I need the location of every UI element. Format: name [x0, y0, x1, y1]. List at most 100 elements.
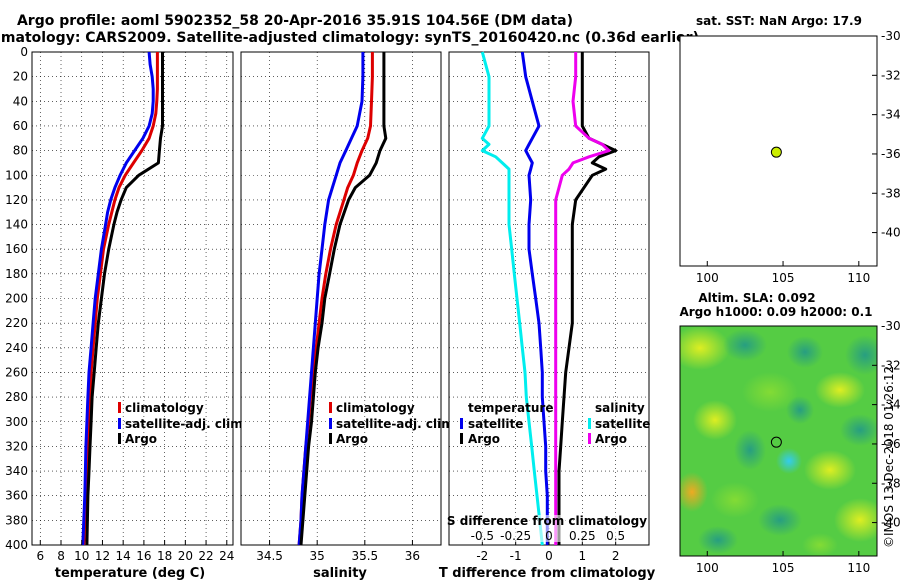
sst-map-panel: sat. SST: NaN Argo: 17.9 100 105 110 -30 -32… [679, 14, 900, 285]
diff-line-salinity-satellite [480, 51, 544, 546]
x-tick-label: 12 [95, 549, 110, 563]
lat-tick-label: -38 [881, 186, 900, 200]
legend-title-temperature: temperature [468, 401, 553, 415]
lon-tick-label: 110 [847, 271, 870, 285]
lon-tick-label: 105 [772, 561, 795, 575]
x-tick-label: 14 [116, 549, 131, 563]
legend-swatch-argo [329, 433, 332, 444]
lat-tick-label: -36 [881, 147, 900, 161]
x-tick-label: 0 [545, 549, 553, 563]
s-diff-tick-label: 0.5 [606, 529, 625, 543]
lon-tick-label: 105 [772, 271, 795, 285]
legend-swatch-sal-argo [588, 433, 591, 444]
salinity-legend: climatology satellite-adj. clim. Argo [329, 401, 458, 446]
sla-map-title-line2: Argo h1000: 0.09 h2000: 0.1 [679, 305, 872, 319]
float-position-marker [770, 436, 782, 448]
lat-tick-label: -40 [881, 516, 900, 530]
x-tick-label: 22 [198, 549, 213, 563]
temperature-panel: 6 8 10 12 14 16 18 20 22 24 0 20 40 60 80 100 120 140 160… [5, 45, 247, 580]
legend-swatch-satellite [329, 418, 332, 429]
temperature-grid [32, 52, 233, 545]
difference-s-xlabel: S difference from climatology [447, 514, 647, 528]
difference-lines [480, 51, 618, 546]
temperature-xlabel: temperature (deg C) [55, 566, 205, 580]
diff-line-temperature-satellite [520, 51, 549, 545]
lat-tick-label: -30 [881, 29, 900, 43]
x-tick-label: 2 [612, 549, 620, 563]
depth-tick-label: 300 [5, 415, 28, 429]
depth-tick-label: 200 [5, 292, 28, 306]
legend-climatology: climatology [125, 401, 204, 415]
x-tick-label: 1 [579, 549, 587, 563]
legend-title-salinity: salinity [595, 401, 645, 415]
depth-tick-label: 180 [5, 267, 28, 281]
x-tick-label: 16 [136, 549, 151, 563]
difference-s-axis-backdrop [456, 515, 636, 542]
sla-map-title-line1: Altim. SLA: 0.092 [698, 291, 815, 305]
x-tick-label: 18 [157, 549, 172, 563]
legend-swatch-argo [118, 433, 121, 444]
depth-tick-label: 140 [5, 218, 28, 232]
depth-tick-label: 360 [5, 489, 28, 503]
legend-temp-satellite: satellite [468, 417, 523, 431]
x-tick-label: 35 [310, 549, 325, 563]
sla-map-ticks: 100 105 110 -30 -32 -34 -36 -38 -40 [696, 319, 900, 575]
lat-tick-label: -40 [881, 226, 900, 240]
legend-sal-satellite: satellite [595, 417, 650, 431]
difference-t-xlabel: T difference from climatology [439, 566, 656, 580]
legend-satellite: satellite-adj. clim. [125, 417, 247, 431]
lat-tick-label: -34 [881, 108, 900, 122]
salinity-grid [241, 52, 441, 545]
imos-watermark: ©IMOS 13-Dec-2018 01:26:12 [882, 366, 896, 548]
temperature-lines [81, 51, 164, 546]
legend-temp-argo: Argo [468, 432, 500, 446]
x-tick-label: 8 [57, 549, 65, 563]
salinity-xlabel: salinity [313, 566, 367, 580]
depth-tick-label: 120 [5, 193, 28, 207]
lat-tick-label: -38 [881, 476, 900, 490]
legend-sal-argo: Argo [595, 432, 627, 446]
difference-legend: temperature salinity satellite Argo sate… [460, 401, 650, 446]
x-tick-label: 34.5 [256, 549, 283, 563]
sst-map-title: sat. SST: NaN Argo: 17.9 [696, 14, 862, 28]
lon-tick-label: 110 [847, 561, 870, 575]
difference-s-ticks: -0.5 -0.25 0 0.25 0.5 [471, 529, 626, 543]
diff-line-salinity-argo [554, 52, 611, 545]
legend-satellite: satellite-adj. clim. [336, 417, 458, 431]
depth-tick-label: 60 [13, 119, 28, 133]
depth-tick-label: 380 [5, 513, 28, 527]
legend-swatch-satellite [118, 418, 121, 429]
lat-tick-label: -36 [881, 437, 900, 451]
x-tick-label: -1 [510, 549, 522, 563]
difference-panel: -2 -1 0 1 2 S difference from climatology -0… [439, 51, 656, 580]
depth-tick-label: 400 [5, 538, 28, 552]
salinity-x-ticks: 34.5 35 35.5 36 [256, 540, 420, 563]
depth-tick-label: 160 [5, 242, 28, 256]
depth-y-ticks: 0 20 40 60 80 100 120 140 160 180 200 220 240 260 280 3… [5, 45, 28, 552]
figure-title-line1: Argo profile: aoml 5902352_58 20-Apr-201… [17, 13, 573, 29]
x-tick-label: 24 [219, 549, 234, 563]
lat-tick-label: -32 [881, 358, 900, 372]
legend-argo: Argo [125, 432, 157, 446]
series-line-argo [299, 52, 388, 546]
x-tick-label: 6 [36, 549, 44, 563]
x-tick-label: 10 [74, 549, 89, 563]
depth-tick-label: 260 [5, 365, 28, 379]
x-tick-label: 35.5 [351, 549, 378, 563]
legend-climatology: climatology [336, 401, 415, 415]
difference-grid [449, 52, 649, 545]
s-diff-tick-label: 0 [545, 529, 553, 543]
legend-argo: Argo [336, 432, 368, 446]
depth-tick-label: 280 [5, 390, 28, 404]
lat-tick-label: -30 [881, 319, 900, 333]
s-diff-tick-label: -0.25 [500, 529, 531, 543]
legend-swatch-sal-satellite [588, 418, 591, 429]
depth-tick-label: 240 [5, 341, 28, 355]
depth-tick-label: 20 [13, 70, 28, 84]
legend-swatch-climatology [329, 402, 332, 413]
legend-swatch-temp-satellite [460, 418, 463, 429]
depth-tick-label: 320 [5, 439, 28, 453]
lon-tick-label: 100 [696, 561, 719, 575]
depth-tick-label: 80 [13, 144, 28, 158]
